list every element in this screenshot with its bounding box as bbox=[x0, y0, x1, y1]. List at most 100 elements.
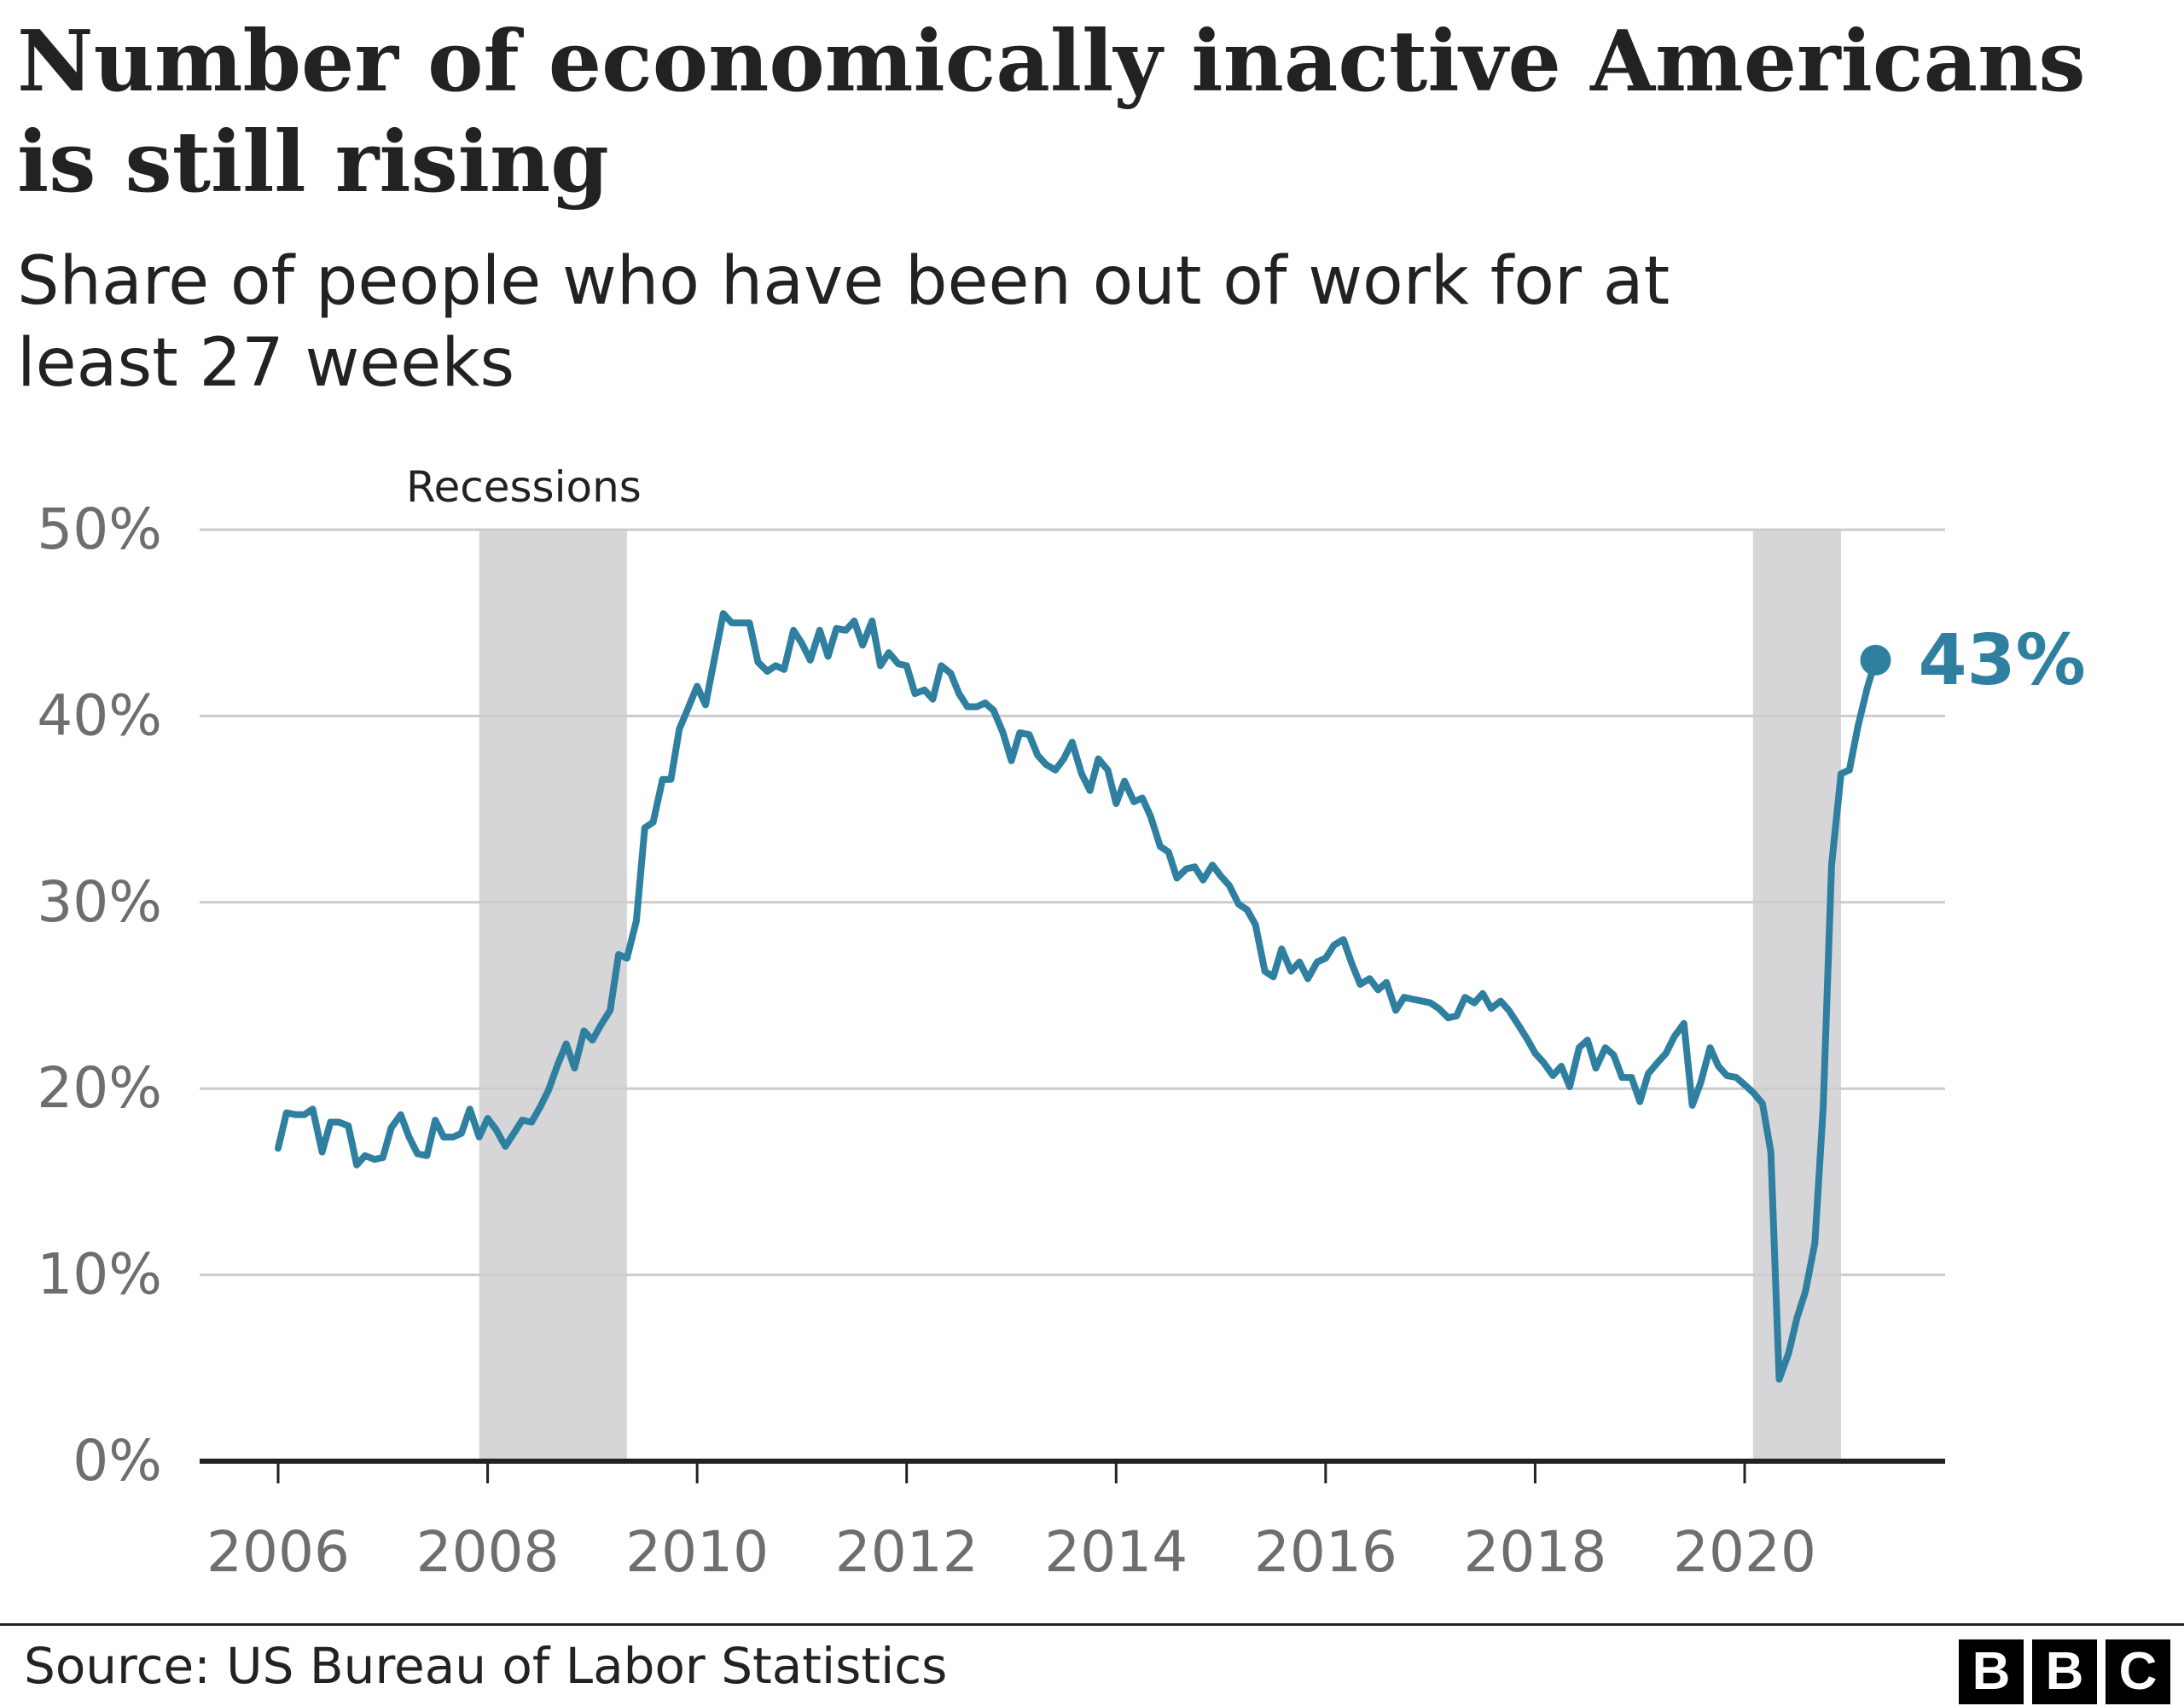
data-point bbox=[1707, 1045, 1712, 1050]
data-point bbox=[1001, 730, 1006, 735]
data-point bbox=[948, 670, 953, 676]
data-point bbox=[974, 704, 979, 709]
data-point bbox=[1577, 1045, 1582, 1050]
data-point bbox=[1446, 1015, 1451, 1020]
data-point bbox=[1088, 788, 1093, 793]
data-point bbox=[1462, 995, 1467, 1000]
data-point bbox=[1672, 1034, 1677, 1039]
data-point bbox=[1357, 982, 1362, 987]
data-point bbox=[1122, 779, 1127, 784]
series-line bbox=[275, 610, 1879, 1383]
data-point bbox=[843, 628, 848, 633]
data-point bbox=[781, 667, 787, 672]
data-point bbox=[502, 1144, 508, 1149]
data-point bbox=[922, 688, 927, 693]
data-point bbox=[441, 1134, 446, 1140]
data-point bbox=[1079, 771, 1084, 776]
data-point bbox=[1192, 864, 1197, 869]
data-point bbox=[1402, 995, 1407, 1000]
data-point bbox=[1856, 725, 1861, 730]
data-point bbox=[598, 1023, 603, 1028]
x-tick-label: 2020 bbox=[1673, 1519, 1816, 1585]
data-point bbox=[1550, 1073, 1555, 1078]
data-point bbox=[1035, 752, 1040, 757]
data-point bbox=[1245, 908, 1250, 913]
chart-title: Number of economically inactive American… bbox=[17, 13, 2086, 212]
x-tick-label: 2018 bbox=[1463, 1519, 1606, 1585]
data-point bbox=[965, 704, 970, 709]
line-chart: 0%10%20%30%40%50% 2006 2008 2010 2012 2014 20… bbox=[37, 462, 2085, 1585]
data-point bbox=[1095, 757, 1101, 762]
data-point bbox=[607, 1007, 613, 1013]
data-point bbox=[930, 697, 935, 702]
data-point bbox=[468, 1106, 473, 1111]
data-point bbox=[320, 1149, 325, 1154]
data-point bbox=[1716, 1064, 1721, 1069]
data-point bbox=[1341, 937, 1346, 942]
data-point bbox=[485, 1116, 491, 1121]
data-point bbox=[1865, 686, 1870, 691]
data-point bbox=[1619, 1075, 1624, 1080]
data-point bbox=[1053, 768, 1058, 773]
data-point bbox=[1384, 980, 1389, 985]
data-point bbox=[660, 777, 665, 782]
y-gridlines bbox=[200, 528, 1945, 1277]
data-point bbox=[276, 1146, 281, 1151]
data-point bbox=[1603, 1045, 1608, 1050]
data-point bbox=[1166, 850, 1171, 855]
logo-letter: B bbox=[2032, 1639, 2097, 1704]
data-point bbox=[1017, 730, 1022, 735]
data-point bbox=[1724, 1073, 1729, 1078]
data-point bbox=[1786, 1350, 1792, 1355]
data-point bbox=[1279, 946, 1284, 951]
x-tick-label: 2016 bbox=[1254, 1519, 1397, 1585]
data-point bbox=[869, 618, 874, 624]
data-point bbox=[826, 654, 831, 659]
data-point bbox=[1332, 943, 1337, 948]
data-point bbox=[511, 1131, 516, 1136]
data-point bbox=[450, 1134, 456, 1140]
data-point bbox=[572, 1065, 577, 1071]
data-point bbox=[1263, 969, 1268, 974]
data-point bbox=[346, 1123, 351, 1129]
data-point bbox=[1646, 1071, 1651, 1076]
data-point bbox=[1612, 1053, 1617, 1058]
data-point bbox=[1393, 1007, 1398, 1013]
data-point bbox=[590, 1037, 595, 1042]
data-point bbox=[634, 919, 639, 924]
data-point bbox=[1350, 961, 1355, 966]
data-point bbox=[1140, 795, 1145, 800]
y-tick-label: 40% bbox=[37, 682, 162, 748]
end-value-label: 43% bbox=[1918, 620, 2085, 701]
data-point bbox=[1367, 976, 1372, 981]
data-point bbox=[791, 628, 796, 633]
data-point bbox=[1210, 862, 1215, 868]
data-point bbox=[1454, 1013, 1459, 1018]
data-point bbox=[1420, 999, 1425, 1004]
data-point bbox=[1131, 799, 1136, 804]
footer-divider bbox=[0, 1623, 2184, 1626]
data-point bbox=[817, 628, 822, 633]
data-point bbox=[1794, 1315, 1799, 1320]
data-point bbox=[1498, 999, 1503, 1004]
y-tick-label: 0% bbox=[73, 1428, 162, 1494]
x-tick-label: 2014 bbox=[1044, 1519, 1188, 1585]
data-point bbox=[913, 691, 918, 696]
data-point bbox=[1594, 1065, 1599, 1071]
data-point bbox=[1637, 1099, 1642, 1104]
data-point bbox=[1410, 996, 1415, 1001]
data-point bbox=[1803, 1289, 1808, 1294]
y-tick-label: 10% bbox=[37, 1242, 162, 1308]
data-point bbox=[1567, 1084, 1572, 1089]
data-point bbox=[1375, 987, 1380, 992]
data-point bbox=[1270, 974, 1275, 979]
logo-letter: C bbox=[2106, 1639, 2170, 1704]
data-point bbox=[1227, 883, 1232, 888]
data-point bbox=[564, 1042, 569, 1047]
data-point bbox=[896, 661, 901, 666]
data-point bbox=[764, 669, 770, 674]
data-point bbox=[582, 1028, 587, 1033]
data-point bbox=[1236, 902, 1241, 907]
chart-subtitle: Share of people who have been out of wor… bbox=[17, 243, 1670, 402]
y-axis-ticks: 0% 10% 20% 30% 40% 50% bbox=[37, 496, 162, 1494]
